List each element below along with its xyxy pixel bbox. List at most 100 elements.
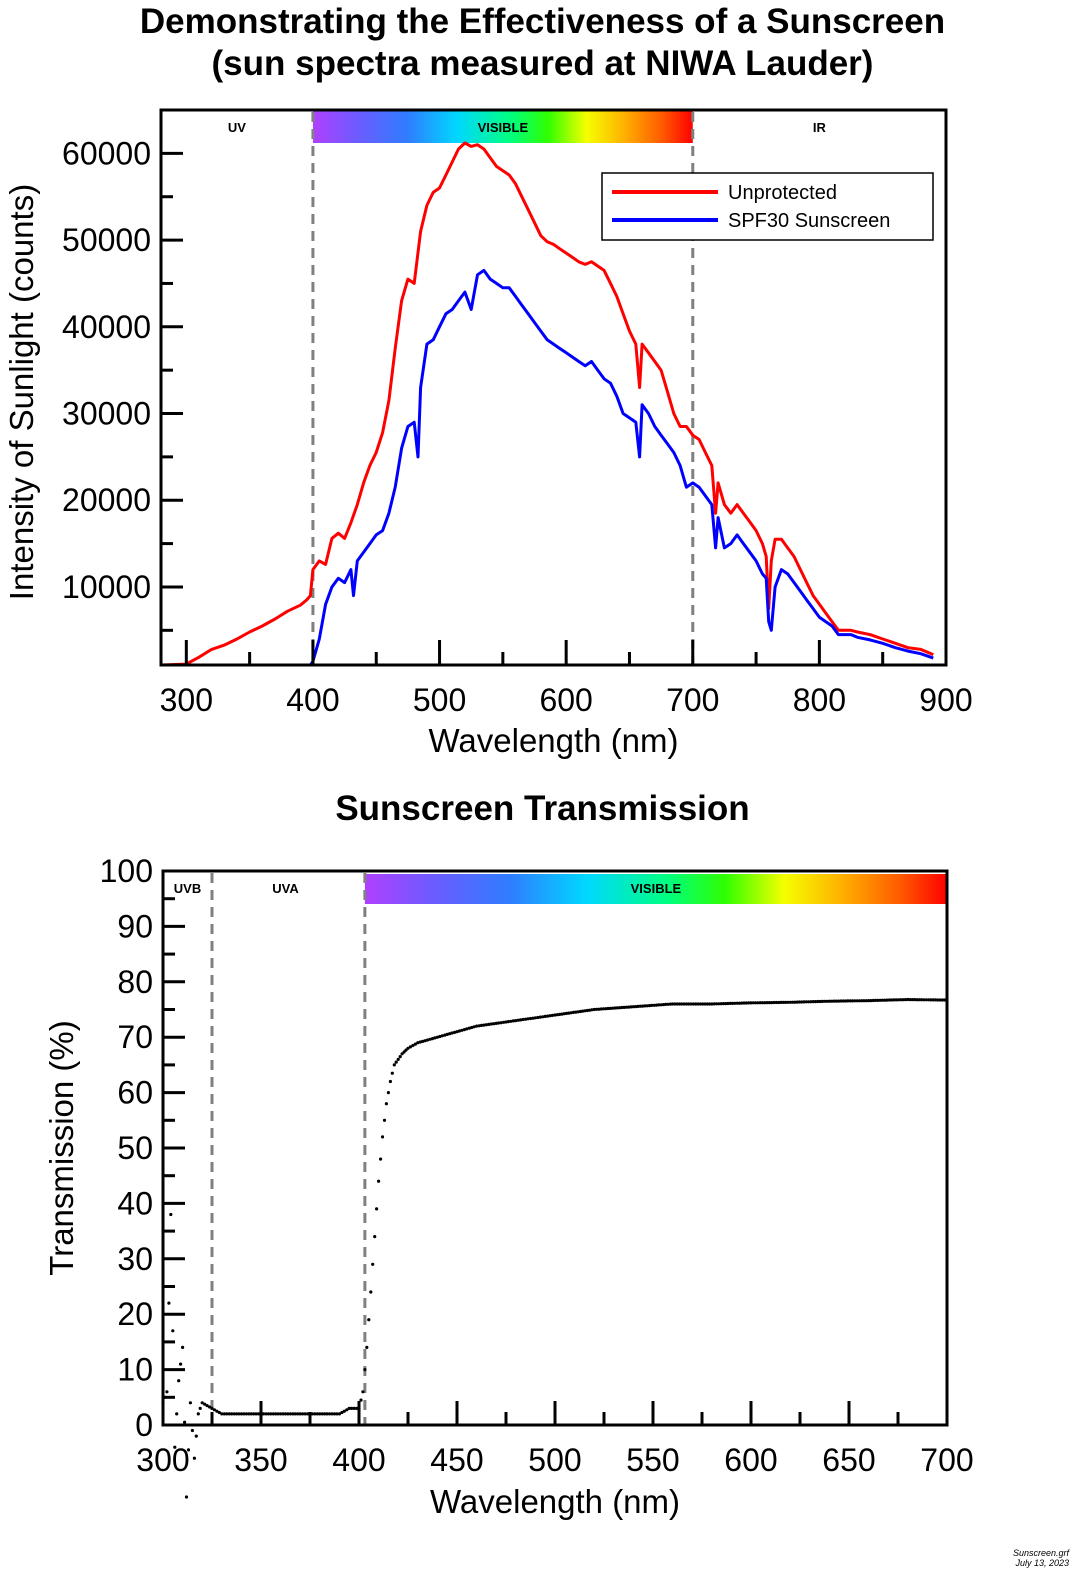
visible-band [364,874,947,904]
data-point [546,1014,550,1018]
x-tick-label: 600 [724,1442,777,1478]
data-point [438,1034,442,1039]
footer-date: July 13, 2023 [1015,1558,1069,1568]
y-tick-label: 100 [100,853,153,889]
data-point [369,1290,373,1294]
data-point [744,1001,749,1005]
data-point [795,1000,799,1004]
x-tick-label: 300 [136,1442,189,1478]
data-point [897,998,901,1002]
data-point [375,1207,379,1211]
data-point [227,1412,231,1416]
x-tick-label: 550 [626,1442,679,1478]
y-tick-label: 30000 [62,396,151,432]
data-point [365,1345,369,1349]
data-point [839,999,843,1003]
data-point [675,1002,679,1006]
data-point [719,1002,723,1006]
y-tick-label: 20 [117,1296,153,1332]
data-point [244,1412,248,1416]
data-point [597,1007,601,1011]
data-point [200,1401,204,1405]
footer-file: Sunscreen.grf [1012,1548,1069,1558]
data-point [472,1025,476,1029]
data-point [774,1000,779,1005]
data-point [827,999,832,1003]
band-label-uv: UV [228,120,246,135]
data-point [793,1000,797,1004]
data-point [484,1023,488,1027]
data-point [943,998,947,1002]
y-axis-label: Transmission (%) [43,1020,80,1275]
data-point [567,1011,571,1015]
data-point [367,1318,371,1322]
data-point [652,1003,656,1007]
data-point [198,1406,202,1410]
data-point [325,1412,329,1416]
data-point [749,1001,753,1005]
data-point [684,1002,689,1006]
data-point [293,1412,297,1416]
data-point [242,1412,246,1416]
data-point [426,1038,430,1042]
data-point [770,1001,774,1005]
data-point [335,1412,339,1416]
x-tick-label: 700 [920,1442,973,1478]
data-point [650,1003,654,1008]
data-point [860,999,864,1003]
data-point [435,1035,439,1039]
data-point [504,1020,508,1024]
data-point [384,1102,388,1106]
data-point [560,1012,564,1016]
data-point [274,1412,278,1416]
data-point [303,1412,307,1416]
data-point [332,1412,337,1416]
data-point [450,1031,454,1035]
data-point [408,1045,412,1049]
data-point [257,1412,261,1416]
data-point [754,1001,758,1005]
data-point [853,999,857,1003]
data-point [448,1032,452,1036]
data-point [388,1079,392,1084]
data-point [924,998,928,1002]
data-point [363,1368,367,1372]
data-point [453,1030,457,1034]
data-point [604,1007,608,1011]
x-tick-label: 500 [413,682,466,718]
data-point [869,999,873,1003]
data-point [373,1235,377,1239]
data-point [927,998,931,1002]
data-point [922,998,926,1002]
data-point [903,998,908,1002]
data-point [511,1019,515,1023]
data-point [271,1412,275,1416]
data-point [215,1409,219,1413]
data-point [811,1000,815,1004]
data-point [717,1002,721,1006]
data-point [232,1412,236,1416]
data-point [237,1412,241,1416]
data-point [735,1001,739,1005]
data-point [615,1006,619,1010]
plot-frame [159,108,948,667]
data-point [254,1412,258,1416]
data-point [264,1412,268,1416]
data-point [765,1001,769,1005]
data-point [814,1000,818,1004]
data-point [337,1412,341,1416]
band-label-uvb: UVB [174,881,201,896]
data-point [677,1002,682,1006]
data-point [402,1050,406,1054]
data-point [467,1026,471,1030]
data-point [460,1028,464,1032]
data-point [569,1011,573,1015]
data-point [721,1002,725,1006]
data-point [310,1412,314,1416]
data-point [712,1002,716,1006]
data-point [516,1018,520,1022]
data-point [788,1000,792,1004]
band-label-ir: IR [813,120,827,135]
band-label-visible: VISIBLE [478,120,529,135]
data-point [217,1410,221,1415]
